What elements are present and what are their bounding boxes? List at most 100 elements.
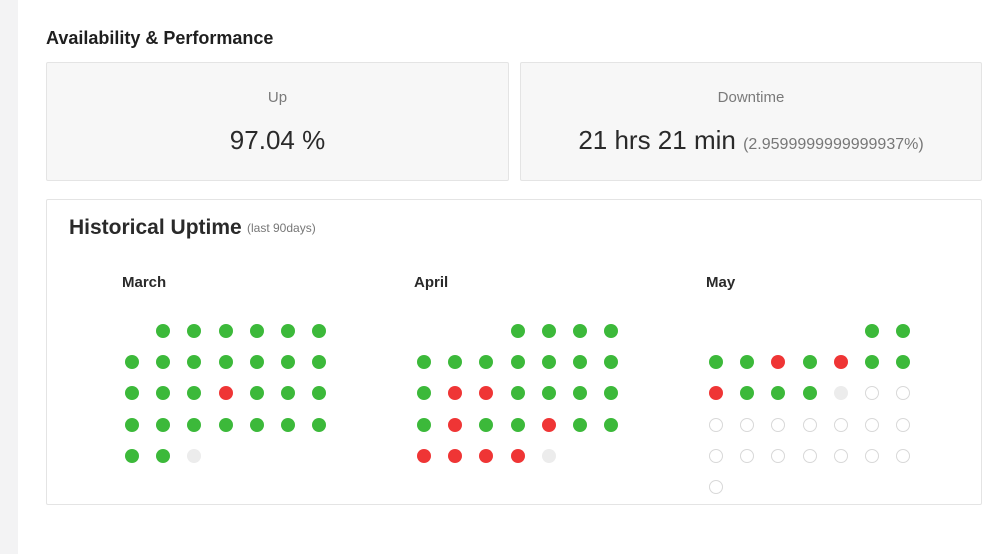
- day-cell[interactable]: [856, 315, 887, 346]
- day-cell[interactable]: [116, 378, 147, 409]
- day-cell[interactable]: [304, 315, 335, 346]
- day-cell[interactable]: [179, 346, 210, 377]
- day-cell[interactable]: [700, 409, 731, 440]
- day-cell[interactable]: [825, 378, 856, 409]
- day-cell[interactable]: [471, 409, 502, 440]
- day-cell[interactable]: [763, 346, 794, 377]
- day-cell[interactable]: [856, 378, 887, 409]
- day-cell[interactable]: [825, 346, 856, 377]
- day-cell[interactable]: [147, 409, 178, 440]
- day-cell[interactable]: [856, 346, 887, 377]
- day-cell[interactable]: [856, 440, 887, 471]
- day-cell[interactable]: [210, 315, 241, 346]
- day-cell[interactable]: [210, 346, 241, 377]
- day-cell[interactable]: [502, 378, 533, 409]
- day-cell[interactable]: [596, 378, 627, 409]
- day-cell[interactable]: [408, 409, 439, 440]
- day-cell[interactable]: [241, 346, 272, 377]
- day-cell[interactable]: [471, 378, 502, 409]
- day-cell[interactable]: [888, 346, 919, 377]
- day-status-nodata: [833, 386, 848, 401]
- day-cell[interactable]: [564, 315, 595, 346]
- day-cell[interactable]: [179, 440, 210, 471]
- day-cell[interactable]: [147, 440, 178, 471]
- day-cell[interactable]: [304, 378, 335, 409]
- day-cell[interactable]: [763, 409, 794, 440]
- day-cell[interactable]: [408, 346, 439, 377]
- day-status-up: [281, 354, 296, 369]
- day-cell[interactable]: [888, 378, 919, 409]
- historical-uptime-subtitle: (last 90days): [247, 221, 316, 235]
- day-cell[interactable]: [439, 378, 470, 409]
- day-cell[interactable]: [700, 471, 731, 502]
- day-cell[interactable]: [700, 378, 731, 409]
- day-cell[interactable]: [533, 315, 564, 346]
- day-cell[interactable]: [272, 409, 303, 440]
- day-cell[interactable]: [179, 378, 210, 409]
- day-cell[interactable]: [794, 378, 825, 409]
- day-cell[interactable]: [241, 315, 272, 346]
- day-cell[interactable]: [147, 378, 178, 409]
- day-cell[interactable]: [700, 346, 731, 377]
- day-cell[interactable]: [304, 409, 335, 440]
- day-cell[interactable]: [502, 440, 533, 471]
- day-status-up: [708, 354, 723, 369]
- day-cell[interactable]: [888, 409, 919, 440]
- day-cell[interactable]: [564, 409, 595, 440]
- day-cell[interactable]: [564, 378, 595, 409]
- day-cell[interactable]: [147, 346, 178, 377]
- day-cell[interactable]: [179, 409, 210, 440]
- day-cell[interactable]: [825, 440, 856, 471]
- day-cell[interactable]: [408, 440, 439, 471]
- day-cell[interactable]: [147, 315, 178, 346]
- day-cell[interactable]: [888, 315, 919, 346]
- day-cell[interactable]: [564, 346, 595, 377]
- day-cell[interactable]: [439, 440, 470, 471]
- day-cell[interactable]: [731, 440, 762, 471]
- day-cell[interactable]: [439, 346, 470, 377]
- day-cell[interactable]: [116, 409, 147, 440]
- month-april: April: [408, 274, 648, 471]
- day-cell[interactable]: [794, 346, 825, 377]
- day-cell[interactable]: [763, 440, 794, 471]
- day-cell[interactable]: [304, 346, 335, 377]
- day-cell[interactable]: [210, 378, 241, 409]
- day-cell[interactable]: [533, 378, 564, 409]
- day-cell[interactable]: [471, 440, 502, 471]
- day-cell[interactable]: [408, 378, 439, 409]
- day-cell[interactable]: [116, 440, 147, 471]
- day-cell[interactable]: [210, 409, 241, 440]
- month-label: April: [414, 274, 449, 291]
- day-cell[interactable]: [471, 346, 502, 377]
- day-cell[interactable]: [502, 346, 533, 377]
- day-cell[interactable]: [731, 378, 762, 409]
- day-status-up: [416, 354, 431, 369]
- day-cell[interactable]: [596, 315, 627, 346]
- day-cell[interactable]: [700, 440, 731, 471]
- day-cell[interactable]: [731, 409, 762, 440]
- day-cell[interactable]: [502, 409, 533, 440]
- day-cell[interactable]: [731, 346, 762, 377]
- day-cell[interactable]: [272, 346, 303, 377]
- day-cell[interactable]: [241, 378, 272, 409]
- day-cell[interactable]: [241, 409, 272, 440]
- day-cell[interactable]: [596, 346, 627, 377]
- day-cell[interactable]: [856, 409, 887, 440]
- day-cell[interactable]: [596, 409, 627, 440]
- day-cell[interactable]: [502, 315, 533, 346]
- day-cell[interactable]: [116, 346, 147, 377]
- day-cell[interactable]: [272, 315, 303, 346]
- day-cell[interactable]: [439, 409, 470, 440]
- day-status-up: [479, 417, 494, 432]
- day-cell[interactable]: [825, 409, 856, 440]
- day-cell[interactable]: [763, 378, 794, 409]
- day-cell[interactable]: [272, 378, 303, 409]
- day-cell[interactable]: [533, 409, 564, 440]
- day-cell[interactable]: [794, 409, 825, 440]
- day-cell[interactable]: [533, 346, 564, 377]
- day-cell[interactable]: [794, 440, 825, 471]
- day-cell[interactable]: [179, 315, 210, 346]
- day-cell[interactable]: [533, 440, 564, 471]
- day-cell[interactable]: [888, 440, 919, 471]
- day-status-up: [218, 354, 233, 369]
